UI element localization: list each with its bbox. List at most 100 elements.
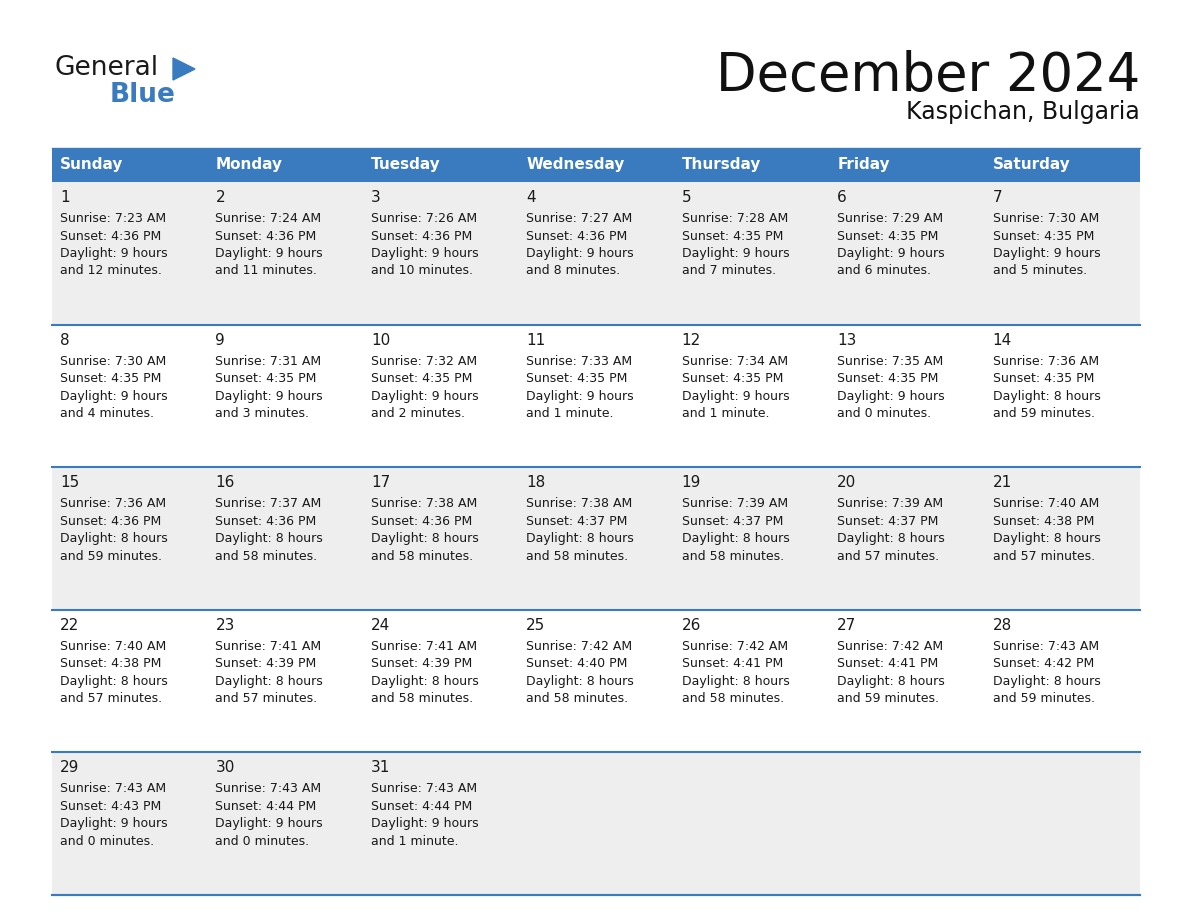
Text: 7: 7 <box>992 190 1003 205</box>
Text: Sunrise: 7:42 AM: Sunrise: 7:42 AM <box>838 640 943 653</box>
Text: Sunrise: 7:42 AM: Sunrise: 7:42 AM <box>526 640 632 653</box>
Text: 24: 24 <box>371 618 390 633</box>
Bar <box>518 753 674 895</box>
Text: and 58 minutes.: and 58 minutes. <box>526 692 628 705</box>
Bar <box>362 325 518 467</box>
Text: and 57 minutes.: and 57 minutes. <box>992 550 1094 563</box>
Text: Sunrise: 7:23 AM: Sunrise: 7:23 AM <box>61 212 166 225</box>
Text: Daylight: 9 hours: Daylight: 9 hours <box>838 247 944 260</box>
Text: Sunset: 4:35 PM: Sunset: 4:35 PM <box>526 372 627 385</box>
Bar <box>362 753 518 895</box>
Text: Sunset: 4:41 PM: Sunset: 4:41 PM <box>682 657 783 670</box>
Text: Daylight: 8 hours: Daylight: 8 hours <box>992 675 1100 688</box>
Polygon shape <box>173 58 195 80</box>
Text: Sunset: 4:35 PM: Sunset: 4:35 PM <box>838 230 939 242</box>
Text: Sunset: 4:43 PM: Sunset: 4:43 PM <box>61 800 162 813</box>
Bar <box>208 148 362 182</box>
Text: Sunrise: 7:41 AM: Sunrise: 7:41 AM <box>215 640 322 653</box>
Text: Sunset: 4:36 PM: Sunset: 4:36 PM <box>215 515 317 528</box>
Bar <box>52 182 208 325</box>
Text: Sunset: 4:37 PM: Sunset: 4:37 PM <box>682 515 783 528</box>
Text: Sunset: 4:40 PM: Sunset: 4:40 PM <box>526 657 627 670</box>
Text: Sunrise: 7:39 AM: Sunrise: 7:39 AM <box>682 498 788 510</box>
Text: 16: 16 <box>215 476 235 490</box>
Bar <box>518 467 674 610</box>
Text: and 59 minutes.: and 59 minutes. <box>992 692 1094 705</box>
Text: Daylight: 8 hours: Daylight: 8 hours <box>682 675 790 688</box>
Bar <box>362 610 518 753</box>
Text: 29: 29 <box>61 760 80 776</box>
Text: Daylight: 9 hours: Daylight: 9 hours <box>371 817 479 831</box>
Bar <box>674 753 829 895</box>
Text: Sunrise: 7:35 AM: Sunrise: 7:35 AM <box>838 354 943 367</box>
Text: 27: 27 <box>838 618 857 633</box>
Text: Sunrise: 7:26 AM: Sunrise: 7:26 AM <box>371 212 478 225</box>
Text: and 58 minutes.: and 58 minutes. <box>371 692 473 705</box>
Bar <box>674 148 829 182</box>
Text: 1: 1 <box>61 190 70 205</box>
Text: Sunset: 4:39 PM: Sunset: 4:39 PM <box>371 657 472 670</box>
Text: Daylight: 9 hours: Daylight: 9 hours <box>526 389 634 403</box>
Bar <box>52 753 208 895</box>
Text: Sunday: Sunday <box>61 158 124 173</box>
Text: Sunset: 4:35 PM: Sunset: 4:35 PM <box>682 230 783 242</box>
Text: 26: 26 <box>682 618 701 633</box>
Text: Sunrise: 7:42 AM: Sunrise: 7:42 AM <box>682 640 788 653</box>
Text: Daylight: 9 hours: Daylight: 9 hours <box>61 247 168 260</box>
Text: Sunrise: 7:34 AM: Sunrise: 7:34 AM <box>682 354 788 367</box>
Text: Sunset: 4:36 PM: Sunset: 4:36 PM <box>215 230 317 242</box>
Text: Sunrise: 7:40 AM: Sunrise: 7:40 AM <box>61 640 166 653</box>
Text: and 57 minutes.: and 57 minutes. <box>215 692 317 705</box>
Bar <box>208 610 362 753</box>
Text: Sunset: 4:41 PM: Sunset: 4:41 PM <box>838 657 939 670</box>
Bar <box>52 148 208 182</box>
Text: and 7 minutes.: and 7 minutes. <box>682 264 776 277</box>
Text: Sunrise: 7:31 AM: Sunrise: 7:31 AM <box>215 354 322 367</box>
Text: Kaspichan, Bulgaria: Kaspichan, Bulgaria <box>906 100 1140 124</box>
Text: December 2024: December 2024 <box>715 50 1140 102</box>
Text: and 1 minute.: and 1 minute. <box>371 834 459 848</box>
Bar <box>985 148 1140 182</box>
Text: Sunrise: 7:30 AM: Sunrise: 7:30 AM <box>61 354 166 367</box>
Text: Sunset: 4:38 PM: Sunset: 4:38 PM <box>992 515 1094 528</box>
Bar <box>985 467 1140 610</box>
Bar <box>985 325 1140 467</box>
Text: Sunset: 4:44 PM: Sunset: 4:44 PM <box>371 800 472 813</box>
Text: 3: 3 <box>371 190 380 205</box>
Text: Daylight: 9 hours: Daylight: 9 hours <box>371 389 479 403</box>
Text: 2: 2 <box>215 190 225 205</box>
Text: Sunset: 4:44 PM: Sunset: 4:44 PM <box>215 800 317 813</box>
Text: Daylight: 9 hours: Daylight: 9 hours <box>215 389 323 403</box>
Text: 9: 9 <box>215 332 226 348</box>
Text: Sunrise: 7:43 AM: Sunrise: 7:43 AM <box>215 782 322 795</box>
Bar <box>362 182 518 325</box>
Bar <box>985 610 1140 753</box>
Text: and 8 minutes.: and 8 minutes. <box>526 264 620 277</box>
Text: Daylight: 9 hours: Daylight: 9 hours <box>215 247 323 260</box>
Text: and 0 minutes.: and 0 minutes. <box>215 834 310 848</box>
Text: 19: 19 <box>682 476 701 490</box>
Text: 18: 18 <box>526 476 545 490</box>
Bar <box>52 325 208 467</box>
Text: Daylight: 9 hours: Daylight: 9 hours <box>215 817 323 831</box>
Text: 14: 14 <box>992 332 1012 348</box>
Text: and 58 minutes.: and 58 minutes. <box>371 550 473 563</box>
Text: Sunrise: 7:30 AM: Sunrise: 7:30 AM <box>992 212 1099 225</box>
Text: Sunrise: 7:27 AM: Sunrise: 7:27 AM <box>526 212 632 225</box>
Text: Sunset: 4:36 PM: Sunset: 4:36 PM <box>61 230 162 242</box>
Text: Sunset: 4:35 PM: Sunset: 4:35 PM <box>215 372 317 385</box>
Text: and 58 minutes.: and 58 minutes. <box>215 550 317 563</box>
Text: Wednesday: Wednesday <box>526 158 625 173</box>
Text: Sunset: 4:38 PM: Sunset: 4:38 PM <box>61 657 162 670</box>
Text: Sunset: 4:37 PM: Sunset: 4:37 PM <box>526 515 627 528</box>
Text: Sunrise: 7:32 AM: Sunrise: 7:32 AM <box>371 354 478 367</box>
Bar <box>829 467 985 610</box>
Bar <box>674 182 829 325</box>
Text: and 59 minutes.: and 59 minutes. <box>838 692 940 705</box>
Text: Sunrise: 7:43 AM: Sunrise: 7:43 AM <box>61 782 166 795</box>
Text: 12: 12 <box>682 332 701 348</box>
Bar <box>985 182 1140 325</box>
Text: and 2 minutes.: and 2 minutes. <box>371 407 465 420</box>
Text: Daylight: 8 hours: Daylight: 8 hours <box>215 532 323 545</box>
Text: Sunset: 4:36 PM: Sunset: 4:36 PM <box>371 515 472 528</box>
